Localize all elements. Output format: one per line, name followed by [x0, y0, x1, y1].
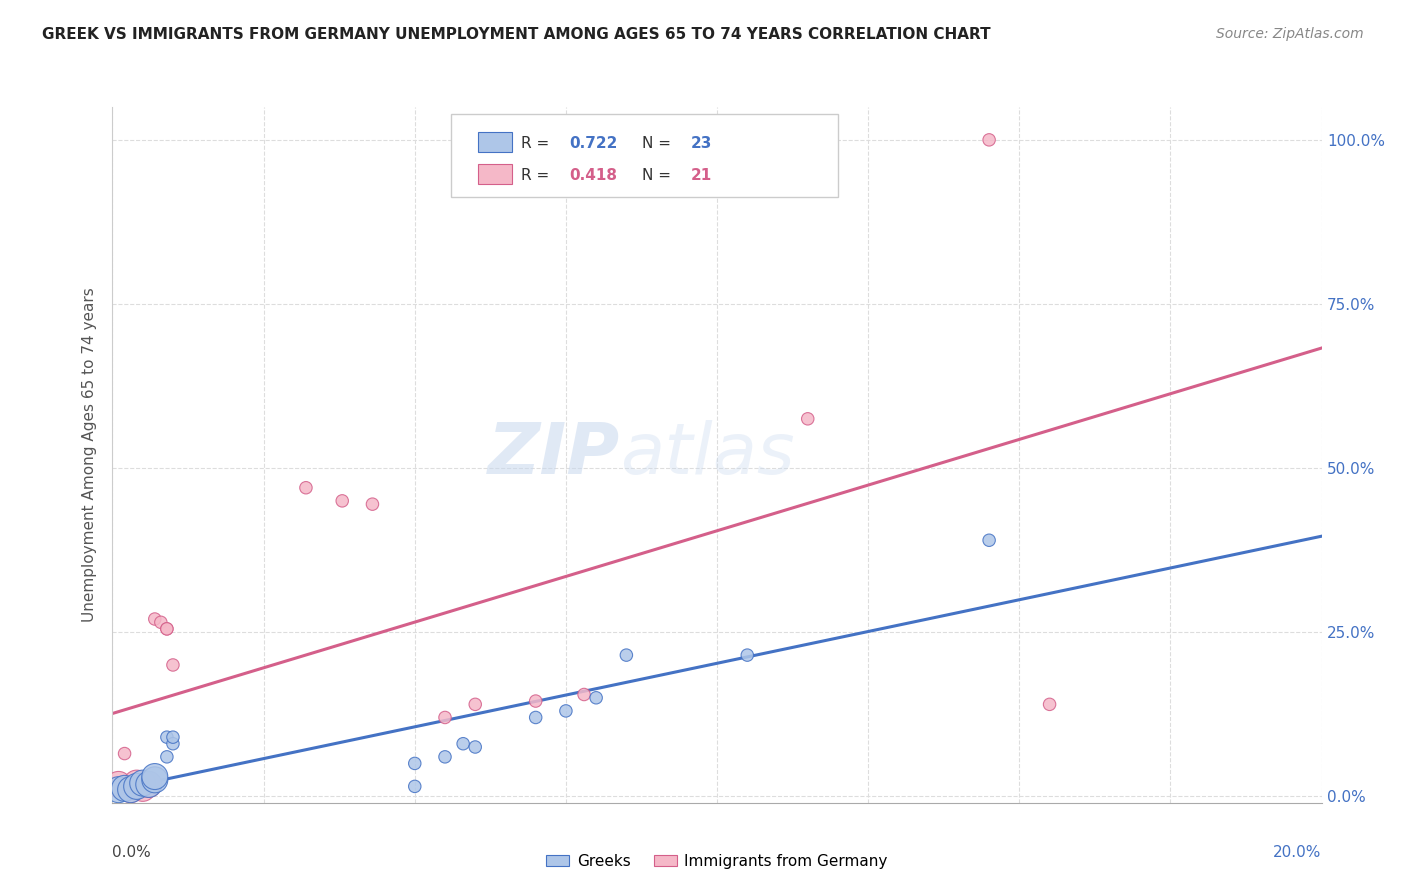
Point — [132, 781, 155, 796]
Text: 0.418: 0.418 — [569, 168, 617, 183]
Point — [977, 133, 1000, 147]
Point — [554, 704, 576, 718]
Point — [295, 481, 318, 495]
Point — [1038, 698, 1062, 712]
FancyBboxPatch shape — [478, 164, 512, 184]
Legend: Greeks, Immigrants from Germany: Greeks, Immigrants from Germany — [540, 848, 894, 875]
Point — [464, 739, 486, 754]
Point — [156, 749, 179, 764]
Point — [120, 782, 142, 797]
Text: atlas: atlas — [620, 420, 794, 490]
Point — [143, 772, 166, 787]
Point — [404, 756, 426, 771]
Text: Source: ZipAtlas.com: Source: ZipAtlas.com — [1216, 27, 1364, 41]
Point — [156, 622, 179, 636]
Point — [125, 776, 148, 790]
Point — [107, 777, 129, 791]
Point — [162, 657, 184, 672]
Point — [138, 777, 160, 791]
Point — [451, 737, 474, 751]
Point — [125, 780, 148, 794]
Point — [796, 412, 818, 426]
Text: 0.722: 0.722 — [569, 136, 617, 151]
Point — [162, 730, 184, 744]
Point — [361, 497, 384, 511]
Point — [464, 698, 486, 712]
Text: 0.0%: 0.0% — [112, 845, 152, 860]
Point — [114, 781, 136, 796]
Point — [143, 612, 166, 626]
Point — [572, 688, 595, 702]
Text: R =: R = — [522, 168, 554, 183]
Point — [162, 737, 184, 751]
FancyBboxPatch shape — [451, 114, 838, 197]
Point — [149, 615, 172, 630]
Text: ZIP: ZIP — [488, 420, 620, 490]
Point — [433, 710, 456, 724]
Point — [404, 780, 426, 794]
Point — [114, 747, 136, 761]
Point — [107, 782, 129, 797]
Point — [330, 494, 353, 508]
Point — [138, 777, 160, 791]
Point — [156, 622, 179, 636]
Point — [524, 710, 547, 724]
Point — [120, 782, 142, 797]
Point — [616, 648, 638, 662]
Point — [156, 730, 179, 744]
Point — [585, 690, 607, 705]
Point — [977, 533, 1000, 548]
Text: 21: 21 — [690, 168, 711, 183]
Text: N =: N = — [643, 168, 676, 183]
Text: N =: N = — [643, 136, 676, 151]
Point — [737, 648, 759, 662]
Point — [433, 749, 456, 764]
Text: 23: 23 — [690, 136, 711, 151]
Text: 20.0%: 20.0% — [1274, 845, 1322, 860]
Point — [132, 776, 155, 790]
Point — [143, 770, 166, 784]
Text: R =: R = — [522, 136, 554, 151]
Text: GREEK VS IMMIGRANTS FROM GERMANY UNEMPLOYMENT AMONG AGES 65 TO 74 YEARS CORRELAT: GREEK VS IMMIGRANTS FROM GERMANY UNEMPLO… — [42, 27, 991, 42]
Y-axis label: Unemployment Among Ages 65 to 74 years: Unemployment Among Ages 65 to 74 years — [82, 287, 97, 623]
Point — [524, 694, 547, 708]
FancyBboxPatch shape — [478, 132, 512, 152]
